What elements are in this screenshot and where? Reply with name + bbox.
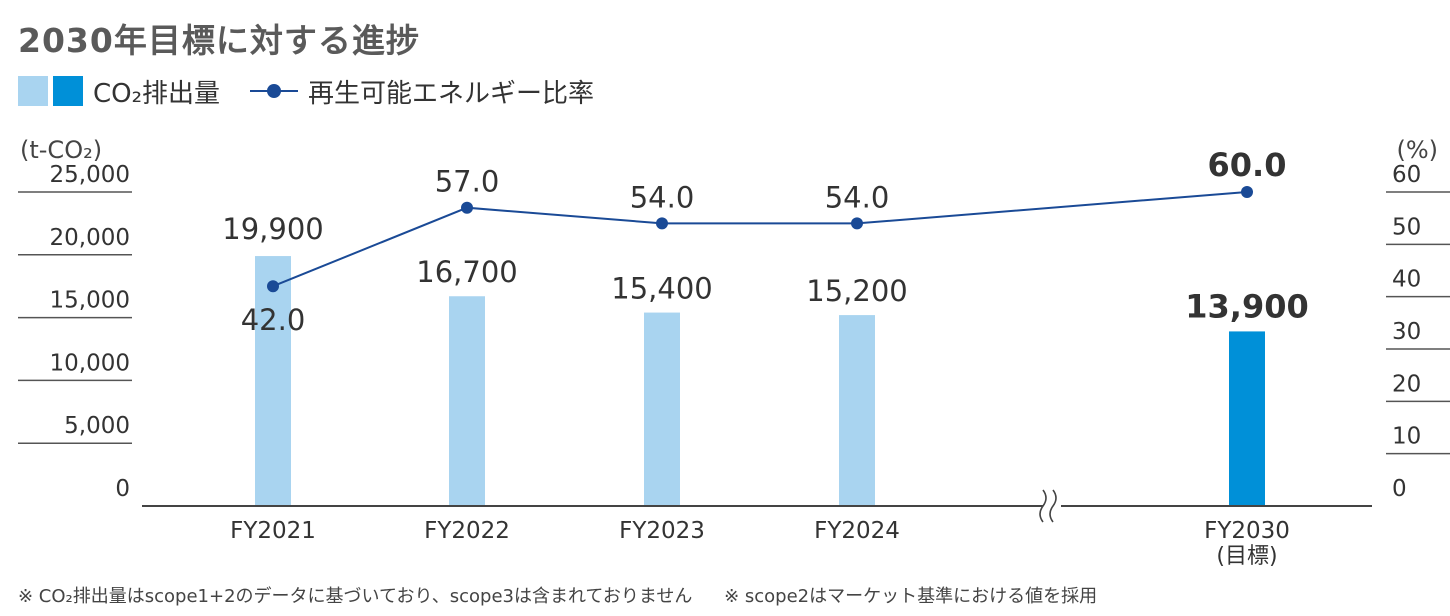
renewable-ratio-point [851, 217, 863, 230]
chart-legend: CO₂排出量 再生可能エネルギー比率 [18, 74, 595, 109]
x-category-label: FY2022 [424, 518, 510, 544]
footnotes: ※ CO₂排出量はscope1+2のデータに基づいており、scope3は含まれて… [18, 582, 1097, 608]
right-tick-label: 30 [1392, 319, 1421, 345]
x-category-label: FY2023 [619, 518, 705, 544]
combo-chart: 0 5,000 10,000 15,000 20,000 25,000 0 10 20 30 40 5… [18, 146, 1450, 569]
bar-fy2030 [1229, 331, 1265, 506]
axis-break-mark [1049, 489, 1057, 523]
bar-fy2023 [644, 312, 680, 506]
bar-value-label: 19,900 [222, 212, 323, 246]
left-tick-label: 15,000 [50, 288, 130, 314]
x-category-label: FY2030 [1204, 518, 1290, 544]
legend-swatch-actual [18, 76, 48, 106]
x-category-sublabel: (目標) [1216, 544, 1277, 569]
legend-label-renewable: 再生可能エネルギー比率 [308, 78, 595, 109]
legend-line-marker-icon [250, 76, 299, 106]
axis-break-mark [1039, 489, 1047, 523]
x-category-label: FY2024 [814, 518, 900, 544]
right-tick-label: 0 [1392, 476, 1407, 502]
bar-fy2021 [255, 256, 291, 506]
left-tick-label: 25,000 [50, 162, 130, 188]
right-tick-label: 60 [1392, 162, 1421, 188]
left-tick-label: 5,000 [64, 413, 130, 439]
left-tick-label: 20,000 [50, 225, 130, 251]
right-tick-label: 50 [1392, 214, 1421, 240]
left-tick-label: 0 [115, 476, 130, 502]
line-value-label: 54.0 [630, 180, 695, 214]
right-tick-label: 20 [1392, 371, 1421, 397]
line-value-label: 60.0 [1208, 146, 1287, 184]
renewable-ratio-point [656, 217, 668, 230]
footnote-scope: ※ CO₂排出量はscope1+2のデータに基づいており、scope3は含まれて… [18, 586, 693, 607]
bar-value-label: 13,900 [1185, 287, 1308, 325]
line-value-label: 42.0 [241, 303, 306, 337]
right-axis-unit: (%) [1396, 136, 1438, 164]
renewable-ratio-point [267, 280, 279, 293]
legend-swatch-target [53, 76, 83, 106]
renewable-ratio-point [1241, 186, 1253, 198]
page-title: 2030年目標に対する進捗 [18, 21, 420, 60]
right-tick-label: 10 [1392, 424, 1421, 450]
bar-value-label: 16,700 [416, 255, 517, 289]
line-value-label: 57.0 [435, 165, 500, 199]
right-tick-label: 40 [1392, 267, 1421, 293]
line-value-label: 54.0 [825, 180, 890, 214]
footnote-market: ※ scope2はマーケット基準における値を採用 [724, 586, 1098, 607]
bar-value-label: 15,200 [806, 274, 907, 308]
x-category-label: FY2021 [230, 518, 316, 544]
left-tick-label: 10,000 [50, 350, 130, 376]
left-axis-unit: (t-CO₂) [20, 136, 103, 164]
bar-value-label: 15,400 [611, 272, 712, 306]
bar-fy2022 [449, 296, 485, 506]
legend-label-co2: CO₂排出量 [93, 78, 221, 109]
renewable-ratio-point [461, 201, 473, 214]
bar-fy2024 [839, 315, 875, 506]
